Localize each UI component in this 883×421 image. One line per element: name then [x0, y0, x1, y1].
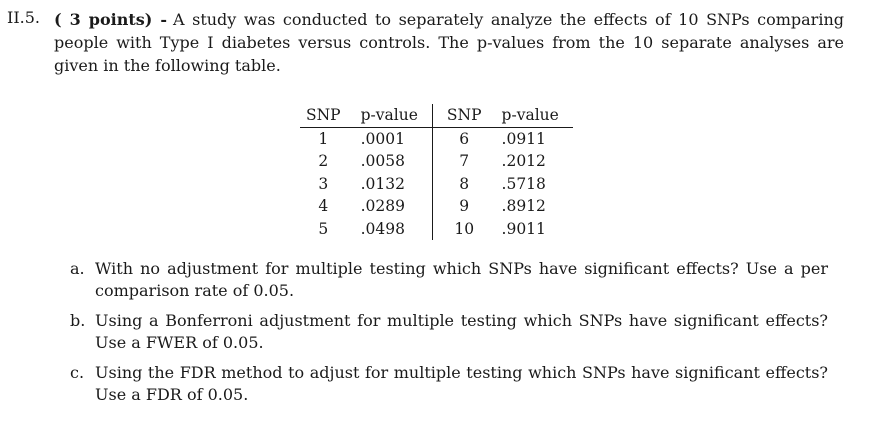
sub-question-text: Using a Bonferroni adjustment for multip…: [95, 311, 828, 352]
pvalue-cell: .0498: [346, 217, 433, 240]
snp-cell: 7: [459, 152, 470, 170]
pvalue-cell: .0289: [346, 195, 433, 218]
snp-cell: 8: [459, 174, 470, 193]
table-header-row: SNP p-value SNP p-value: [300, 104, 573, 128]
pvalue-cell: .9011: [501, 219, 546, 238]
pvalue-cell: .5718: [501, 174, 546, 193]
table-row: 5 .0498 10 .9011: [300, 217, 573, 240]
sub-question-marker: b.: [70, 311, 86, 330]
pvalue-cell: .2012: [501, 152, 546, 170]
sub-question-text: Using the FDR method to adjust for multi…: [95, 363, 828, 404]
sub-question-c: c. Using the FDR method to adjust for mu…: [70, 362, 828, 406]
points-label: ( 3 points) -: [54, 10, 167, 29]
table-row: 2 .0058 7 .2012: [300, 150, 573, 173]
snp-cell: 3: [318, 174, 329, 193]
question-header: ( 3 points) -A study was conducted to se…: [54, 8, 844, 77]
sub-question-b: b. Using a Bonferroni adjustment for mul…: [70, 310, 828, 354]
snp-cell: 6: [459, 129, 470, 148]
col-header-snp: SNP: [432, 104, 488, 128]
sub-question-marker: a.: [70, 259, 85, 278]
sub-question-marker: c.: [70, 363, 85, 382]
pvalue-cell: .0058: [346, 150, 433, 173]
col-header-pvalue: p-value: [346, 104, 433, 128]
col-header-pvalue: p-value: [487, 104, 573, 128]
snp-cell: 5: [318, 219, 329, 238]
question-number: II.5.: [7, 8, 40, 27]
snp-cell: 1: [318, 129, 329, 148]
question-text: A study was conducted to separately anal…: [54, 10, 844, 75]
col-header-snp: SNP: [300, 104, 347, 128]
sub-questions: a. With no adjustment for multiple testi…: [70, 258, 828, 414]
table-row: 1 .0001 6 .0911: [300, 127, 573, 150]
table-row: 4 .0289 9 .8912: [300, 195, 573, 218]
pvalue-table: SNP p-value SNP p-value 1 .0001 6 .0911 …: [300, 104, 573, 240]
pvalue-cell: .8912: [501, 197, 546, 215]
snp-cell: 4: [318, 197, 329, 215]
sub-question-text: With no adjustment for multiple testing …: [95, 259, 828, 300]
sub-question-a: a. With no adjustment for multiple testi…: [70, 258, 828, 302]
pvalue-cell: .0001: [346, 127, 433, 150]
snp-cell: 2: [318, 152, 329, 170]
snp-cell: 10: [454, 219, 475, 238]
table-row: 3 .0132 8 .5718: [300, 172, 573, 195]
pvalue-cell: .0132: [346, 172, 433, 195]
snp-cell: 9: [459, 197, 470, 215]
pvalue-cell: .0911: [501, 129, 546, 148]
